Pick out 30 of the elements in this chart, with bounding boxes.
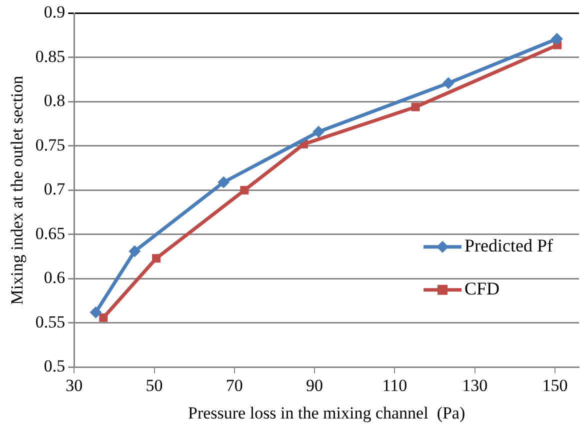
point [442, 77, 454, 90]
x-tick-label: 50 [146, 376, 163, 395]
x-tick-label: 90 [306, 376, 324, 395]
x-axis-title: Pressure loss in the mixing channel (Pa) [188, 403, 466, 422]
x-tick-label: 110 [382, 376, 408, 395]
point [90, 306, 102, 318]
y-tick-label: 0.7 [44, 180, 66, 199]
y-tick-label: 0.55 [35, 312, 66, 332]
point [152, 254, 161, 263]
point [99, 313, 108, 322]
point [411, 102, 420, 112]
point [218, 176, 230, 188]
x-tick-label: 130 [462, 376, 488, 395]
x-tick-label: 150 [542, 376, 568, 395]
point [128, 245, 141, 258]
y-axis-title: Mixing index at the outlet section [8, 75, 27, 305]
y-tick-label: 0.85 [35, 46, 66, 66]
x-tick-label: 30 [66, 376, 83, 395]
y-tick-label: 0.8 [44, 91, 66, 110]
x-tick-label: 70 [226, 376, 243, 395]
y-tick-label: 0.65 [35, 224, 66, 243]
y-tick-label: 0.75 [35, 135, 66, 154]
y-tick-label: 0.9 [44, 2, 66, 22]
y-tick-label: 0.5 [44, 356, 66, 376]
legend-label: Predicted Pf [464, 236, 554, 256]
legend-label: CFD [464, 278, 500, 299]
point [312, 126, 325, 138]
point [240, 186, 249, 194]
point [550, 32, 563, 45]
y-tick-label: 0.6 [44, 268, 66, 288]
